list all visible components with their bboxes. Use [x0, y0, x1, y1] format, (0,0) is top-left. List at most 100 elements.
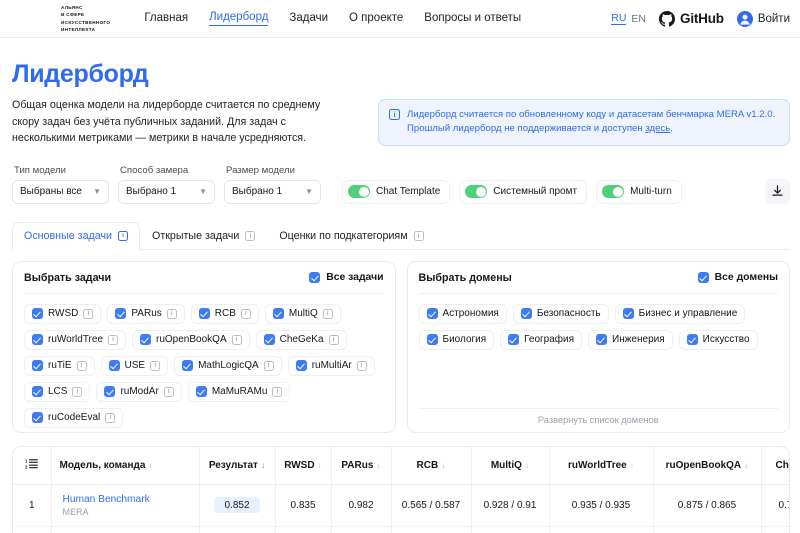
table-row[interactable]: 1 Human Benchmark MERA 0.852 0.835 0.982… [13, 484, 789, 527]
task-chip[interactable]: ruWorldTree i [24, 329, 127, 350]
info-icon[interactable]: i [76, 360, 87, 371]
tasks-panel-header: Выбрать задачи Все задачи [24, 272, 384, 294]
domain-chip[interactable]: Астрономия [418, 303, 507, 324]
nav-item-about[interactable]: О проекте [349, 11, 404, 24]
info-icon[interactable]: i [328, 334, 339, 345]
col-rank[interactable]: 1 2 [13, 446, 52, 485]
checkbox-checked-icon [104, 386, 116, 398]
col-ruworldtree[interactable]: ruWorldTree ↓ [549, 446, 654, 485]
download-icon [772, 184, 783, 196]
task-chip-label: ruWorldTree [48, 334, 104, 346]
model-name-link[interactable]: Human Benchmark [62, 493, 150, 505]
selection-panels: Выбрать задачи Все задачи RWSD i PARus i R… [12, 260, 790, 433]
info-icon[interactable]: i [105, 412, 116, 423]
col-result[interactable]: Результат ↓ [199, 446, 276, 485]
info-icon[interactable]: i [83, 308, 94, 319]
task-chip[interactable]: PARus i [107, 303, 185, 324]
info-icon[interactable]: i [166, 308, 177, 319]
table-header-row: 1 2 Модель, команда ↓ Результат ↓ RWSD ↓ PA… [13, 446, 789, 485]
toggle-switch-icon[interactable] [602, 185, 625, 198]
tab-main-tasks[interactable]: Основные задачи i [12, 221, 141, 250]
col-rwsd[interactable]: RWSD ↓ [275, 446, 332, 485]
col-model-team[interactable]: Модель, команда ↓ [51, 446, 200, 485]
task-chip[interactable]: ruCodeEval i [24, 407, 124, 428]
tab-open-tasks[interactable]: Открытые задачи i [140, 222, 267, 250]
info-icon[interactable]: i [150, 360, 161, 371]
waveform-logo-icon [9, 3, 50, 34]
task-chip[interactable]: RWSD i [24, 303, 102, 324]
lang-en-option[interactable]: EN [631, 12, 647, 25]
nav-item-faq[interactable]: Вопросы и ответы [424, 11, 522, 24]
task-chip[interactable]: USE i [100, 355, 169, 376]
nav-item-tasks[interactable]: Задачи [289, 11, 329, 24]
col-parus[interactable]: PARus ↓ [331, 446, 392, 485]
select-all-domains-checkbox[interactable]: Все домены [697, 272, 778, 284]
filter-model-size: Размер модели Выбрано 1 ▼ [224, 165, 321, 204]
task-chip[interactable]: ruTiE i [24, 355, 95, 376]
github-link[interactable]: GitHub [659, 10, 724, 27]
task-chip[interactable]: RCB i [190, 303, 259, 324]
task-chip[interactable]: MultiQ i [264, 303, 341, 324]
task-chip[interactable]: ruMultiAr i [287, 355, 375, 376]
domain-chip[interactable]: Бизнес и управление [614, 303, 746, 324]
task-chip[interactable]: ruModAr i [96, 381, 182, 402]
task-chip-label: MultiQ [288, 308, 318, 320]
toggle-multi-turn[interactable]: Multi-turn [596, 179, 682, 204]
lang-ru-option[interactable]: RU [611, 12, 627, 25]
domain-chip[interactable]: Инженерия [588, 329, 673, 350]
table-row[interactable]: 2 A-Vibe7.0B Avito 0.578 0.565 0.876 0.5… [13, 526, 789, 533]
col-chegeka[interactable]: CheGeKa [761, 446, 789, 485]
task-chip[interactable]: MathLogicQA i [174, 355, 282, 376]
login-button[interactable]: Войти [736, 10, 790, 27]
nav-item-home[interactable]: Главная [144, 11, 189, 24]
info-icon[interactable]: i [231, 334, 242, 345]
task-chip-list: RWSD i PARus i RCB i MultiQ i ruWorldTree i r… [24, 294, 384, 432]
measure-method-select[interactable]: Выбрано 1 ▼ [118, 179, 215, 204]
checkbox-checked-icon [508, 334, 520, 346]
domain-chip[interactable]: Биология [418, 329, 495, 350]
previous-leaderboard-link[interactable]: здесь [645, 123, 671, 135]
domain-chip[interactable]: География [500, 329, 583, 350]
leaderboard-table: 1 2 Модель, команда ↓ Результат ↓ RWSD ↓ PA… [13, 446, 789, 533]
expand-domains-button[interactable]: Развернуть список доменов [418, 407, 778, 432]
info-icon[interactable]: i [72, 386, 83, 397]
nav-item-leaderboard[interactable]: Лидерборд [209, 11, 269, 26]
row-parus: 0.876 [331, 526, 392, 533]
info-icon[interactable]: i [356, 360, 367, 371]
info-icon[interactable]: i [263, 360, 274, 371]
toggle-system-prompt[interactable]: Системный промт [459, 179, 588, 204]
model-type-select[interactable]: Выбраны все ▼ [12, 179, 109, 204]
toggle-chat-template[interactable]: Chat Template [342, 179, 451, 204]
col-ruopenbookqa[interactable]: ruOpenBookQA ↓ [653, 446, 762, 485]
col-rcb[interactable]: RCB ↓ [391, 446, 472, 485]
tab-subcategory-scores[interactable]: Оценки по подкатегориям i [267, 222, 435, 250]
info-icon[interactable]: i [118, 230, 129, 241]
checkbox-checked-icon [198, 308, 210, 320]
col-multiq[interactable]: MultiQ ↓ [471, 446, 550, 485]
sort-icon: ↓ [441, 459, 446, 470]
col-ruworldtree-label: ruWorldTree [568, 459, 627, 471]
info-icon[interactable]: i [322, 308, 333, 319]
toggle-switch-icon[interactable] [348, 185, 370, 198]
info-icon[interactable]: i [108, 334, 119, 345]
download-button[interactable] [765, 178, 790, 204]
chevron-down-icon: ▼ [199, 187, 207, 197]
task-chip[interactable]: LCS i [24, 381, 91, 402]
task-chip[interactable]: ruOpenBookQA i [132, 329, 250, 350]
model-size-select[interactable]: Выбрано 1 ▼ [224, 179, 321, 204]
task-chip[interactable]: MaMuRAMu i [187, 381, 291, 402]
info-icon[interactable]: i [240, 308, 251, 319]
select-all-tasks-checkbox[interactable]: Все задачи [309, 272, 384, 284]
info-icon[interactable]: i [413, 231, 424, 242]
site-logo[interactable]: АЛЬЯНС В СФЕРЕ ИСКУССТВЕННОГО ИНТЕЛЛЕКТА [8, 3, 110, 34]
model-size-value: Выбрано 1 [232, 186, 283, 198]
toggle-switch-icon[interactable] [465, 185, 488, 198]
info-icon[interactable]: i [245, 231, 256, 242]
domain-chip[interactable]: Искусство [678, 329, 758, 350]
sort-icon: ↓ [376, 459, 381, 470]
info-icon[interactable]: i [163, 386, 174, 397]
domain-chip[interactable]: Безопасность [512, 303, 609, 324]
checkbox-checked-icon [697, 272, 709, 284]
info-icon[interactable]: i [272, 386, 283, 397]
task-chip[interactable]: CheGeKa i [255, 329, 347, 350]
